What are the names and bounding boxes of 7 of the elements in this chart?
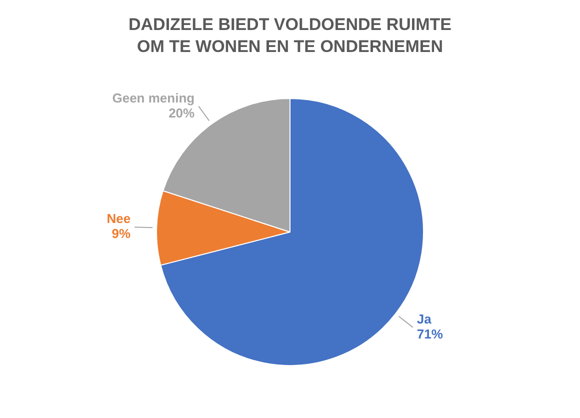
data-label: 71% bbox=[416, 326, 444, 342]
slice-label: Ja bbox=[416, 311, 432, 326]
slice-label: Nee bbox=[106, 211, 131, 226]
slice-label: Geen mening bbox=[112, 90, 195, 106]
data-label: 9% bbox=[112, 226, 132, 242]
chart-title: DADIZELE BIEDT VOLDOENDE RUIMTE OM TE WONEN EN TE ONDERNEMEN bbox=[127, 14, 452, 58]
data-label: 20% bbox=[168, 105, 196, 120]
